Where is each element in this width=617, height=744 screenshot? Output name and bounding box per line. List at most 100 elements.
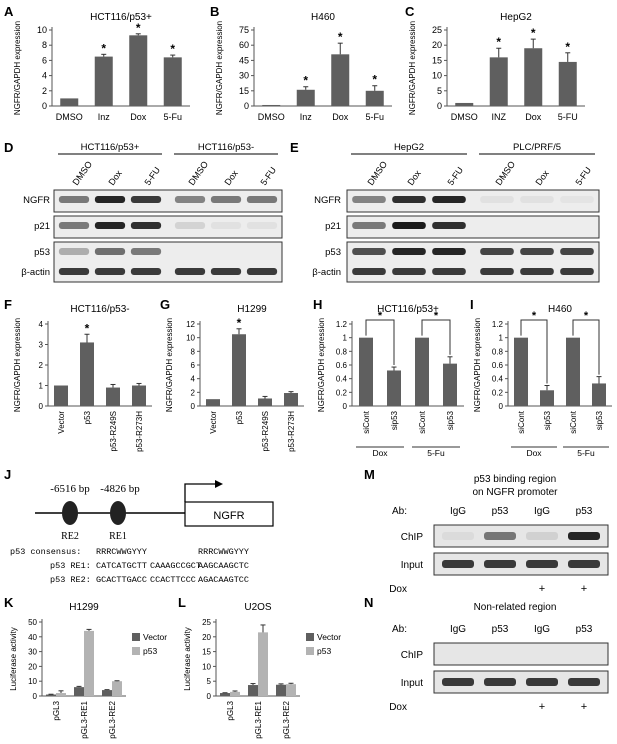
chart-f: HCT116/p53- NGFR/GAPDH expression 0 1 2 3 4 Vec…	[13, 304, 152, 452]
y-tick-label: 0	[499, 402, 504, 411]
dox-treatment-mark: +	[539, 583, 545, 594]
gel-frame	[433, 670, 609, 694]
gel-band	[568, 678, 600, 686]
gel-band	[526, 678, 558, 686]
y-tick-label: 0	[191, 402, 196, 411]
y-tick-label: 50	[28, 618, 37, 627]
y-axis-label: Luciferase activity	[9, 627, 18, 691]
bar	[443, 363, 457, 406]
lane-label: 5-FU	[573, 165, 593, 187]
y-axis-label: NGFR/GAPDH expression	[473, 318, 482, 412]
re1-site	[110, 501, 126, 525]
re1-seq-label: p53 RE1:	[50, 561, 91, 571]
legend-swatch	[132, 633, 140, 641]
chart-title: H460	[311, 12, 335, 23]
y-axis-label: NGFR/GAPDH expression	[13, 318, 22, 412]
y-tick-label: 4	[191, 375, 196, 384]
y-tick-label: 15	[239, 86, 249, 96]
blot-band	[432, 268, 466, 275]
blot-band	[210, 268, 242, 275]
significance-star: *	[85, 321, 90, 335]
blot-band	[130, 268, 162, 275]
y-tick-label: 0.6	[336, 361, 348, 370]
bar	[592, 383, 606, 406]
bar	[566, 337, 580, 406]
chart-title: H460	[548, 304, 572, 315]
bar	[489, 57, 508, 106]
gel-band	[526, 560, 558, 568]
x-tick-label: siCont	[517, 410, 526, 433]
significance-star: *	[584, 310, 589, 322]
y-tick-label: 15	[202, 648, 211, 657]
re1-position: -4826 bp	[100, 483, 140, 495]
y-tick-label: 10	[28, 677, 37, 686]
blot-band	[432, 222, 466, 229]
input-row-label: Input	[401, 560, 423, 571]
y-axis-label: NGFR/GAPDH expression	[408, 21, 417, 115]
antibody-name: p53	[492, 506, 509, 517]
bar	[46, 694, 56, 696]
chip-row-label: ChIP	[401, 532, 424, 543]
panel-label-e: E	[290, 140, 299, 155]
x-tick-label: 5-Fu	[163, 112, 182, 122]
y-tick-label: 20	[28, 662, 37, 671]
significance-star: *	[170, 42, 175, 56]
blot-band	[246, 196, 278, 203]
re2-seq-b: AGACAAGTCC	[198, 575, 249, 585]
panel-label-i: I	[470, 297, 474, 312]
re1-seq-b: AAGCAAGCTC	[198, 561, 249, 571]
blot-band	[58, 268, 90, 275]
y-axis-label: NGFR/GAPDH expression	[317, 318, 326, 412]
y-tick-label: 10	[432, 71, 442, 81]
y-axis-label: NGFR/GAPDH expression	[165, 318, 174, 412]
bar	[331, 54, 350, 106]
x-tick-label: Inz	[300, 112, 313, 122]
x-tick-label: p53-R249S	[109, 411, 118, 451]
blot-row-label: p53	[325, 247, 341, 258]
blot-band	[58, 222, 90, 229]
group-label: Dox	[526, 448, 542, 458]
bar	[276, 684, 286, 696]
blot-band	[58, 196, 90, 203]
blot-band	[560, 268, 594, 275]
bar	[415, 337, 429, 406]
chart-title: HepG2	[500, 12, 532, 23]
y-tick-label: 75	[239, 25, 249, 35]
lane-label: Dox	[405, 168, 423, 187]
bar	[524, 48, 543, 106]
blot-band	[352, 248, 386, 255]
y-tick-label: 2	[42, 86, 47, 96]
gel-band	[484, 678, 516, 686]
lane-label: DMSO	[70, 159, 94, 187]
input-row-label: Input	[401, 678, 423, 689]
y-tick-label: 20	[202, 633, 211, 642]
bar	[296, 89, 315, 106]
y-tick-label: 0.4	[492, 375, 504, 384]
blot-band	[480, 268, 514, 275]
gel-band	[484, 532, 516, 540]
significance-star: *	[303, 74, 308, 88]
legend-swatch	[132, 647, 140, 655]
bar	[54, 385, 68, 406]
x-tick-label: DMSO	[56, 112, 83, 122]
y-tick-label: 25	[432, 25, 442, 35]
chart-h: HCT116/p53+ NGFR/GAPDH expression 0 0.2 0.4 0…	[317, 304, 464, 458]
blot-row-label: NGFR	[314, 195, 341, 206]
y-tick-label: 8	[191, 347, 196, 356]
significance-star: *	[532, 310, 537, 322]
blot-band	[174, 268, 206, 275]
y-tick-label: 40	[28, 633, 37, 642]
chart-c: HepG2 NGFR/GAPDH expression 0 5 10 15 20 25 DMSO…	[408, 12, 585, 122]
re2-site	[62, 501, 78, 525]
tss-arrow-icon	[215, 480, 223, 488]
x-tick-label: p53	[235, 410, 244, 424]
consensus-half-b: RRRCWWGYYY	[198, 547, 249, 557]
panel-label-h: H	[313, 297, 323, 312]
antibody-name: IgG	[450, 624, 466, 635]
re1-label: RE1	[109, 531, 127, 542]
y-axis-label: Luciferase activity	[183, 627, 192, 691]
bar	[258, 398, 272, 406]
blot-band	[130, 196, 162, 203]
x-tick-label: p53-R273H	[135, 411, 144, 452]
y-tick-label: 0.4	[336, 375, 348, 384]
